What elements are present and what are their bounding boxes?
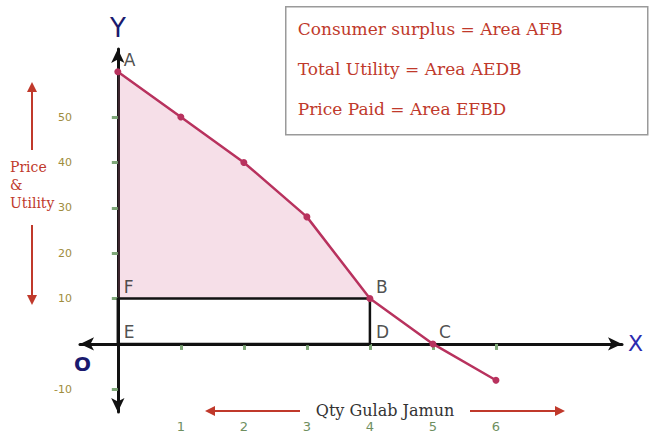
svg-text:O: O [74, 352, 91, 376]
svg-text:Y: Y [109, 13, 126, 43]
svg-text:40: 40 [58, 156, 72, 169]
svg-text:Price: Price [10, 159, 47, 175]
svg-text:4: 4 [366, 419, 374, 433]
svg-text:&: & [10, 177, 22, 193]
svg-text:6: 6 [492, 419, 500, 433]
svg-text:20: 20 [58, 247, 72, 260]
svg-text:10: 10 [58, 292, 72, 305]
svg-text:F: F [124, 277, 134, 297]
svg-text:3: 3 [303, 419, 311, 433]
svg-text:Qty Gulab Jamun: Qty Gulab Jamun [316, 401, 454, 420]
svg-text:C: C [439, 322, 451, 342]
svg-text:Price Paid = Area EFBD: Price Paid = Area EFBD [298, 99, 507, 119]
svg-text:30: 30 [58, 201, 72, 214]
svg-text:50: 50 [58, 111, 72, 124]
svg-text:X: X [628, 331, 643, 356]
svg-text:5: 5 [429, 419, 437, 433]
svg-text:E: E [124, 322, 135, 342]
svg-text:Total Utility = Area AEDB: Total Utility = Area AEDB [298, 59, 522, 79]
svg-text:B: B [376, 277, 388, 297]
svg-text:1: 1 [177, 419, 185, 433]
svg-text:A: A [124, 50, 136, 70]
svg-text:2: 2 [240, 419, 248, 433]
svg-text:D: D [376, 322, 389, 342]
svg-text:Utility: Utility [10, 195, 54, 211]
svg-text:-10: -10 [54, 383, 72, 396]
svg-text:Consumer surplus = Area AFB: Consumer surplus = Area AFB [298, 19, 563, 39]
